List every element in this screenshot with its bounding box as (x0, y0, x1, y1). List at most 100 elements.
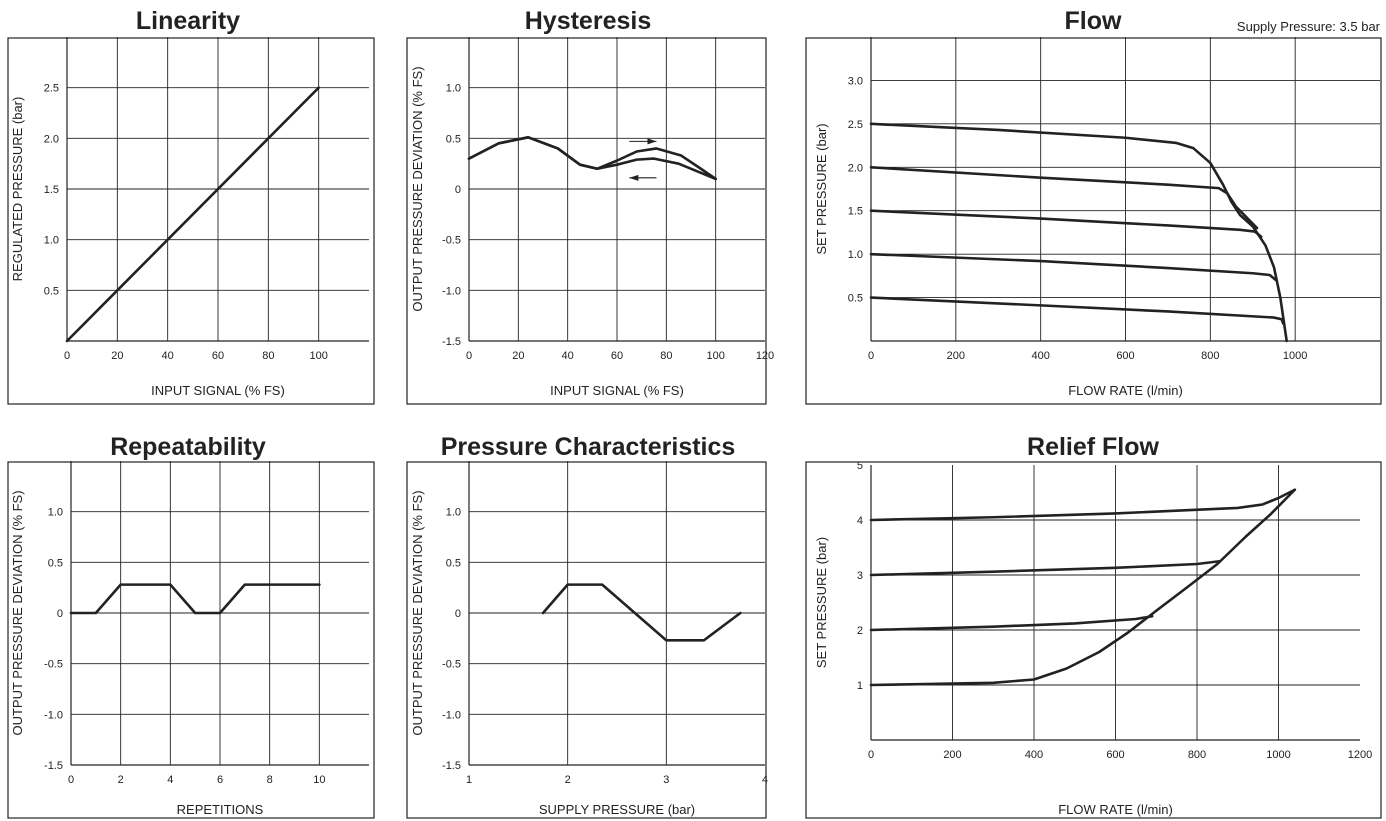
x-axis-label: SUPPLY PRESSURE (bar) (539, 802, 695, 817)
x-axis-label: INPUT SIGNAL (% FS) (550, 383, 684, 398)
y-tick-label: -1.5 (442, 336, 461, 348)
y-tick-label: 1.0 (848, 249, 863, 261)
panel-frame (406, 461, 767, 819)
y-tick-label: 2 (857, 625, 863, 637)
y-axis-label: SET PRESSURE (bar) (814, 123, 829, 254)
series-line-2 (869, 614, 1154, 632)
chart-panel-4: Repeatability 0 2 4 6 8 10 1.0 0.5 0 -0.5 -1.0 -1.5 R… (7, 433, 375, 819)
series-line-5 (869, 296, 1285, 325)
x-tick-label: 3 (663, 774, 669, 786)
series-line-4 (869, 252, 1278, 282)
y-tick-label: -0.5 (44, 659, 63, 671)
x-tick-label: 20 (512, 350, 524, 362)
x-tick-label: 120 (756, 350, 774, 362)
x-tick-label: 0 (868, 749, 874, 761)
x-tick-label: 100 (706, 350, 724, 362)
series-line-1 (541, 583, 742, 642)
y-tick-label: 1.0 (48, 507, 63, 519)
y-tick-label: -1.0 (442, 285, 461, 297)
x-tick-label: 2 (118, 774, 124, 786)
panel-frame (406, 37, 767, 405)
chart-title: Flow (1065, 7, 1122, 35)
x-tick-label: 60 (212, 350, 224, 362)
x-tick-label: 0 (466, 350, 472, 362)
y-tick-label: 3 (857, 570, 863, 582)
x-tick-label: 600 (1106, 749, 1124, 761)
y-tick-label: -1.0 (442, 709, 461, 721)
y-axis-label: OUTPUT PRESSURE DEVIATION (% FS) (10, 490, 25, 735)
chart-title: Repeatability (110, 433, 266, 461)
y-tick-label: 2.5 (848, 119, 863, 131)
chart-panel-3: Flow Supply Pressure: 3.5 bar 0 200 400 600 80… (805, 7, 1382, 405)
series-line-2 (467, 136, 717, 181)
x-tick-label: 2 (565, 774, 571, 786)
x-tick-label: 40 (162, 350, 174, 362)
x-tick-label: 400 (1025, 749, 1043, 761)
panel-frame (7, 461, 375, 819)
y-tick-label: 1.0 (446, 507, 461, 519)
x-axis-label: FLOW RATE (l/min) (1058, 802, 1173, 817)
x-axis-label: INPUT SIGNAL (% FS) (151, 383, 285, 398)
x-tick-label: 8 (267, 774, 273, 786)
series-line-4 (869, 488, 1297, 522)
y-tick-label: 2.0 (848, 162, 863, 174)
panel-frame (7, 37, 375, 405)
series-line-3 (869, 209, 1263, 239)
series-line-1 (467, 136, 717, 181)
panel-frame (805, 37, 1382, 405)
y-tick-label: 1.5 (44, 184, 59, 196)
x-tick-label: 1 (466, 774, 472, 786)
y-tick-label: 5 (857, 460, 863, 472)
x-tick-label: 1000 (1266, 749, 1290, 761)
x-tick-label: 10 (313, 774, 325, 786)
x-tick-label: 0 (64, 350, 70, 362)
y-tick-label: 2.0 (44, 133, 59, 145)
x-axis-label: FLOW RATE (l/min) (1068, 383, 1183, 398)
x-tick-label: 6 (217, 774, 223, 786)
x-tick-label: 1000 (1283, 350, 1307, 362)
x-tick-label: 4 (762, 774, 768, 786)
x-tick-label: 60 (611, 350, 623, 362)
y-tick-label: 3.0 (848, 75, 863, 87)
x-tick-label: 200 (943, 749, 961, 761)
y-tick-label: -1.5 (442, 760, 461, 772)
y-tick-label: -1.5 (44, 760, 63, 772)
arrow-head (647, 138, 657, 145)
y-tick-label: 1.5 (848, 206, 863, 218)
y-axis-label: OUTPUT PRESSURE DEVIATION (% FS) (410, 490, 425, 735)
y-tick-label: -0.5 (442, 659, 461, 671)
y-tick-label: 1.0 (44, 235, 59, 247)
chart-panel-2: Hysteresis 0 20 40 60 80 100 120 1.0 0.5 0 -0.5 -1.0… (406, 7, 774, 405)
series-line-3 (869, 559, 1221, 577)
y-tick-label: 4 (857, 515, 863, 527)
x-tick-label: 20 (111, 350, 123, 362)
x-tick-label: 800 (1201, 350, 1219, 362)
series-line-1 (65, 86, 320, 343)
x-tick-label: 40 (562, 350, 574, 362)
y-tick-label: 0 (455, 608, 461, 620)
y-tick-label: 0.5 (446, 557, 461, 569)
y-axis-label: REGULATED PRESSURE (bar) (10, 97, 25, 282)
y-tick-label: 0.5 (848, 293, 863, 305)
panel-frame (805, 461, 1382, 819)
x-tick-label: 100 (309, 350, 327, 362)
arrow-head (629, 174, 639, 181)
y-tick-label: -1.0 (44, 709, 63, 721)
series-line-2 (869, 165, 1259, 230)
y-tick-label: -0.5 (442, 235, 461, 247)
chart-title: Pressure Characteristics (441, 433, 736, 461)
y-tick-label: 2.5 (44, 83, 59, 95)
y-tick-label: 0.5 (44, 285, 59, 297)
y-tick-label: 0 (57, 608, 63, 620)
y-tick-label: 1 (857, 680, 863, 692)
series-line-1 (869, 488, 1297, 687)
x-tick-label: 0 (68, 774, 74, 786)
chart-title: Hysteresis (525, 7, 651, 35)
x-tick-label: 600 (1116, 350, 1134, 362)
x-tick-label: 1200 (1348, 749, 1372, 761)
y-tick-label: 0 (455, 184, 461, 196)
x-tick-label: 800 (1188, 749, 1206, 761)
x-tick-label: 4 (167, 774, 173, 786)
x-tick-label: 400 (1031, 350, 1049, 362)
